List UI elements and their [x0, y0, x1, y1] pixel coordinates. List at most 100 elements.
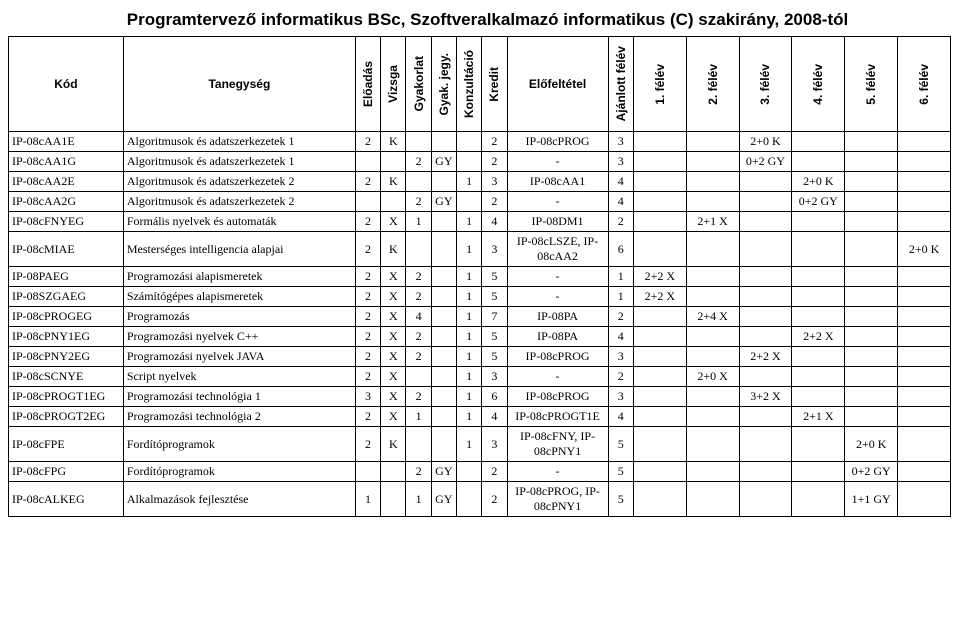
- cell-name: Alkalmazások fejlesztése: [123, 482, 355, 517]
- cell-s2: [686, 192, 739, 212]
- cell-vi: K: [381, 427, 406, 462]
- cell-vi: [381, 152, 406, 172]
- cell-ko: 1: [456, 172, 481, 192]
- cell-s5: [845, 192, 898, 212]
- cell-s1: [633, 152, 686, 172]
- cell-s2: [686, 287, 739, 307]
- cell-s4: [792, 427, 845, 462]
- cell-pre: -: [507, 192, 608, 212]
- cell-gj: [431, 172, 456, 192]
- table-row: IP-08PAEGProgramozási alapismeretek2X215…: [9, 267, 951, 287]
- cell-aj: 4: [608, 327, 633, 347]
- cell-name: Programozási technológia 2: [123, 407, 355, 427]
- cell-s2: [686, 327, 739, 347]
- table-row: IP-08cFPGFordítóprogramok2GY2-50+2 GY: [9, 462, 951, 482]
- cell-name: Számítógépes alapismeretek: [123, 287, 355, 307]
- cell-s1: 2+2 X: [633, 267, 686, 287]
- cell-vi: X: [381, 327, 406, 347]
- cell-ko: 1: [456, 212, 481, 232]
- cell-aj: 5: [608, 462, 633, 482]
- cell-s6: [898, 212, 951, 232]
- cell-gy: 2: [406, 387, 431, 407]
- cell-s2: [686, 132, 739, 152]
- cell-pre: -: [507, 462, 608, 482]
- cell-aj: 3: [608, 387, 633, 407]
- cell-el: 2: [355, 232, 380, 267]
- cell-s3: [739, 462, 792, 482]
- cell-kr: 2: [482, 152, 507, 172]
- cell-s6: [898, 287, 951, 307]
- cell-kr: 4: [482, 407, 507, 427]
- cell-s5: [845, 232, 898, 267]
- cell-code: IP-08cFNYEG: [9, 212, 124, 232]
- table-header-row: Kód Tanegység Előadás Vizsga Gyakorlat G…: [9, 37, 951, 132]
- cell-el: 2: [355, 267, 380, 287]
- cell-s1: [633, 387, 686, 407]
- cell-s6: [898, 367, 951, 387]
- cell-el: 3: [355, 387, 380, 407]
- cell-s3: [739, 232, 792, 267]
- cell-s1: [633, 212, 686, 232]
- cell-code: IP-08cFPE: [9, 427, 124, 462]
- cell-gj: [431, 387, 456, 407]
- table-row: IP-08cAA2EAlgoritmusok és adatszerkezete…: [9, 172, 951, 192]
- cell-code: IP-08cPNY1EG: [9, 327, 124, 347]
- cell-s4: [792, 232, 845, 267]
- cell-name: Algoritmusok és adatszerkezetek 2: [123, 172, 355, 192]
- cell-s1: [633, 172, 686, 192]
- cell-s4: 0+2 GY: [792, 192, 845, 212]
- cell-gj: [431, 347, 456, 367]
- cell-gy: 1: [406, 407, 431, 427]
- cell-s1: [633, 347, 686, 367]
- cell-s1: [633, 462, 686, 482]
- cell-kr: 2: [482, 132, 507, 152]
- cell-pre: IP-08cPROG: [507, 347, 608, 367]
- col-vizsga: Vizsga: [381, 37, 406, 132]
- table-row: IP-08cPNY2EGProgramozási nyelvek JAVA2X2…: [9, 347, 951, 367]
- col-gyakjegy: Gyak. jegy.: [431, 37, 456, 132]
- cell-kr: 2: [482, 192, 507, 212]
- cell-s1: 2+2 X: [633, 287, 686, 307]
- cell-s6: [898, 482, 951, 517]
- cell-gj: GY: [431, 482, 456, 517]
- cell-s2: [686, 152, 739, 172]
- cell-kr: 5: [482, 347, 507, 367]
- cell-s4: [792, 482, 845, 517]
- cell-s3: [739, 267, 792, 287]
- cell-kr: 6: [482, 387, 507, 407]
- cell-kr: 2: [482, 482, 507, 517]
- cell-pre: -: [507, 267, 608, 287]
- cell-pre: IP-08PA: [507, 327, 608, 347]
- cell-code: IP-08cAA1G: [9, 152, 124, 172]
- col-kredit: Kredit: [482, 37, 507, 132]
- cell-s2: [686, 267, 739, 287]
- cell-kr: 5: [482, 327, 507, 347]
- cell-s1: [633, 367, 686, 387]
- cell-el: 2: [355, 172, 380, 192]
- cell-s5: [845, 387, 898, 407]
- cell-el: 2: [355, 427, 380, 462]
- cell-el: 2: [355, 132, 380, 152]
- cell-s1: [633, 232, 686, 267]
- col-eloadas: Előadás: [355, 37, 380, 132]
- cell-pre: -: [507, 152, 608, 172]
- cell-aj: 3: [608, 132, 633, 152]
- cell-ko: 1: [456, 427, 481, 462]
- cell-code: IP-08SZGAEG: [9, 287, 124, 307]
- cell-s5: [845, 327, 898, 347]
- cell-el: 2: [355, 347, 380, 367]
- cell-s2: [686, 232, 739, 267]
- cell-aj: 3: [608, 152, 633, 172]
- cell-name: Programozási nyelvek C++: [123, 327, 355, 347]
- cell-pre: -: [507, 287, 608, 307]
- cell-aj: 2: [608, 307, 633, 327]
- cell-gj: [431, 212, 456, 232]
- cell-el: 2: [355, 307, 380, 327]
- cell-s3: 2+0 K: [739, 132, 792, 152]
- cell-name: Programozási technológia 1: [123, 387, 355, 407]
- cell-s4: [792, 387, 845, 407]
- cell-s3: [739, 427, 792, 462]
- cell-code: IP-08cPROGT2EG: [9, 407, 124, 427]
- cell-name: Fordítóprogramok: [123, 462, 355, 482]
- cell-s5: [845, 267, 898, 287]
